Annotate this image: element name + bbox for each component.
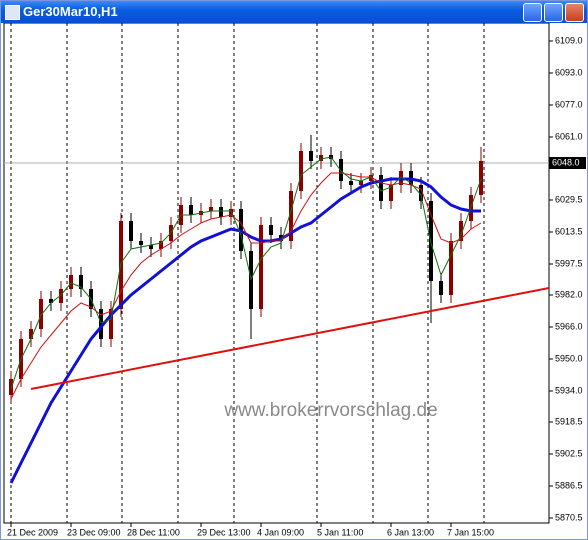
y-tick-label: 5997.5 <box>555 258 583 268</box>
y-tick-label: 5870.5 <box>555 512 583 522</box>
candle-body <box>159 241 163 249</box>
x-tick-label: 23 Dec 09:00 <box>67 527 121 537</box>
y-tick-label: 5886.5 <box>555 480 583 490</box>
candle-body <box>289 191 293 241</box>
window-title: Ger30Mar10,H1 <box>23 4 118 19</box>
candle-body <box>359 181 363 185</box>
x-tick-label: 29 Dec 13:00 <box>197 527 251 537</box>
candle-body <box>229 209 233 217</box>
indicator-line <box>10 172 482 400</box>
watermark: www.brokerrvorschlag.de <box>223 400 437 421</box>
candle-body <box>59 289 63 303</box>
candle-body <box>379 175 383 201</box>
candle-body <box>339 159 343 181</box>
candle-body <box>309 151 313 161</box>
candle-body <box>449 241 453 295</box>
indicator-line <box>10 156 482 390</box>
y-tick-label: 6109.0 <box>555 35 583 45</box>
x-tick-label: 4 Jan 09:00 <box>257 527 304 537</box>
chart: www.brokerrvorschlag.de 5870.5 5886.5 5902… <box>3 23 586 537</box>
x-tick-label: 21 Dec 2009 <box>7 527 58 537</box>
candle-body <box>349 181 353 185</box>
x-tick-label: 28 Dec 11:00 <box>127 527 180 537</box>
y-tick-label: 5918.5 <box>555 416 583 426</box>
candle-body <box>259 225 263 309</box>
candle-body <box>189 205 193 215</box>
candle-body <box>129 221 133 241</box>
y-tick-label: 5934.0 <box>555 385 583 395</box>
candle-body <box>389 185 393 201</box>
y-tick-label: 5966.0 <box>555 321 583 331</box>
title-bar: Ger30Mar10,H1 <box>1 1 587 23</box>
candle-body <box>459 221 463 241</box>
period-separators <box>10 23 485 523</box>
last-price-label: 6048.0 <box>552 157 580 167</box>
x-tick-label: 5 Jan 11:00 <box>317 527 363 537</box>
candle-body <box>109 309 113 339</box>
candle-body <box>79 275 83 289</box>
candle-body <box>299 151 303 191</box>
y-tick-label: 6093.0 <box>555 67 583 77</box>
x-tick-label: 7 Jan 15:00 <box>447 527 494 537</box>
candle-body <box>139 241 143 245</box>
x-tick-label: 6 Jan 13:00 <box>387 527 434 537</box>
y-tick-label: 5950.0 <box>555 353 583 363</box>
y-tick-label: 6077.0 <box>555 99 583 109</box>
window-icon <box>5 5 20 20</box>
candle-body <box>69 275 73 289</box>
y-tick-label: 6061.0 <box>555 131 583 141</box>
candle-body <box>9 379 13 395</box>
candle-body <box>209 207 213 211</box>
candle-body <box>219 207 223 217</box>
candle-body <box>39 299 43 329</box>
candle-body <box>319 155 323 161</box>
candle-body <box>29 329 33 339</box>
y-tick-label: 6013.5 <box>555 226 583 236</box>
candle-body <box>479 161 483 195</box>
candle-body <box>269 225 273 235</box>
y-tick-label: 5982.0 <box>555 289 583 299</box>
maximize-button[interactable] <box>544 3 563 22</box>
y-tick-label: 5902.5 <box>555 448 583 458</box>
last-price-box <box>549 157 586 169</box>
candle-body <box>369 175 373 181</box>
close-button[interactable] <box>565 3 584 22</box>
plot-area <box>3 23 550 524</box>
minimize-button[interactable] <box>523 3 542 22</box>
candle-body <box>99 309 103 339</box>
trendline <box>30 287 550 390</box>
candle-body <box>149 245 153 249</box>
candle-body <box>49 299 53 303</box>
candle-body <box>419 185 423 201</box>
candle-body <box>439 281 443 295</box>
y-tick-label: 6029.5 <box>555 194 583 204</box>
